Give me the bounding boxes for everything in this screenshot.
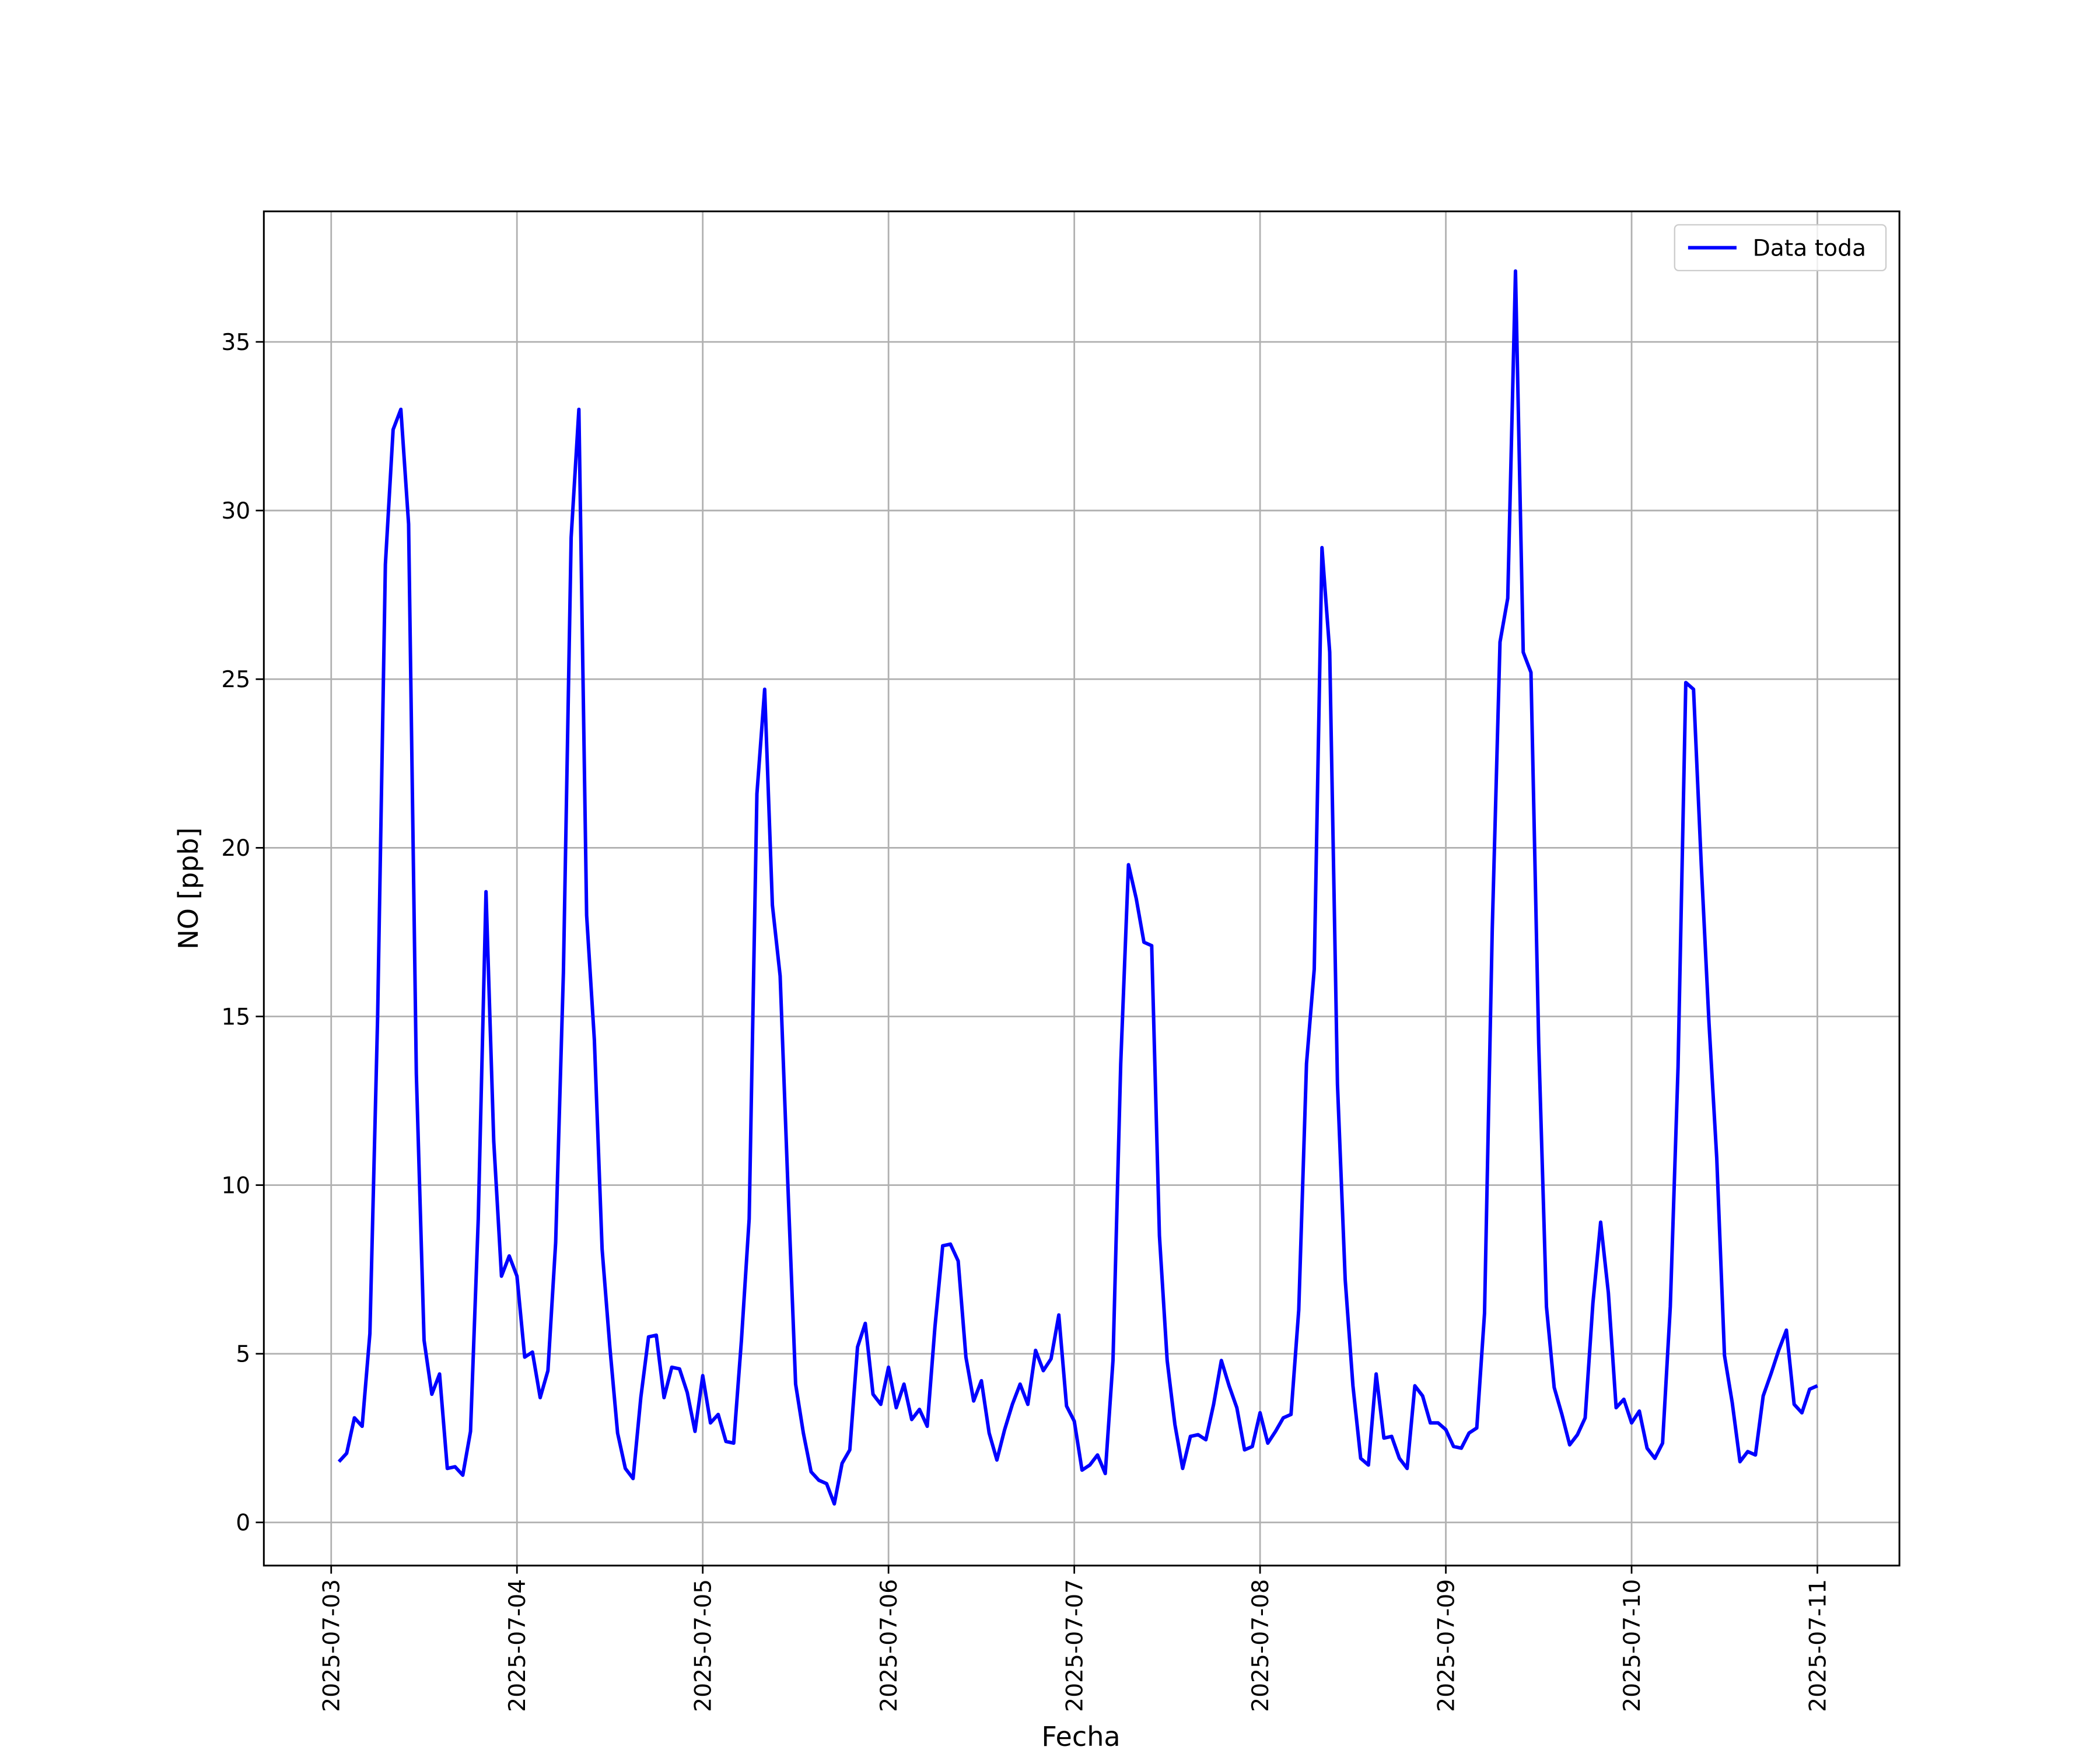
ticks: 2025-07-03 2025-07-04 2025-07-05 2025-07-06…: [221, 330, 1831, 1712]
x-tick-label: 2025-07-09: [1433, 1579, 1460, 1712]
y-tick-label: 20: [221, 835, 250, 862]
x-tick-label: 2025-07-08: [1248, 1579, 1274, 1712]
legend: Data toda: [1674, 224, 1887, 271]
plot-frame: [262, 210, 1901, 1567]
y-tick-label: 25: [221, 667, 250, 693]
legend-label: Data toda: [1753, 235, 1866, 261]
y-tick-label: 30: [221, 498, 250, 524]
x-tick-label: 2025-07-05: [691, 1579, 717, 1712]
y-tick-label: 10: [221, 1172, 250, 1199]
y-axis-label: NO [ppb]: [173, 827, 204, 949]
y-tick-label: 5: [236, 1342, 250, 1368]
x-tick-label: 2025-07-10: [1619, 1579, 1646, 1712]
x-tick-label: 2025-07-06: [876, 1579, 902, 1712]
x-tick-label: 2025-07-11: [1805, 1579, 1831, 1712]
plot-lines: [337, 269, 1818, 1506]
x-tick-label: 2025-07-03: [319, 1579, 345, 1712]
x-tick-label: 2025-07-07: [1062, 1579, 1088, 1712]
x-tick-label: 2025-07-04: [505, 1579, 531, 1712]
data-line: [337, 269, 1818, 1506]
x-axis-label: Fecha: [1041, 1721, 1120, 1750]
y-tick-label: 35: [221, 330, 250, 356]
y-tick-label: 0: [236, 1510, 250, 1536]
grid: [264, 211, 1900, 1566]
y-tick-label: 15: [221, 1004, 250, 1030]
legend-box: [1674, 224, 1887, 271]
